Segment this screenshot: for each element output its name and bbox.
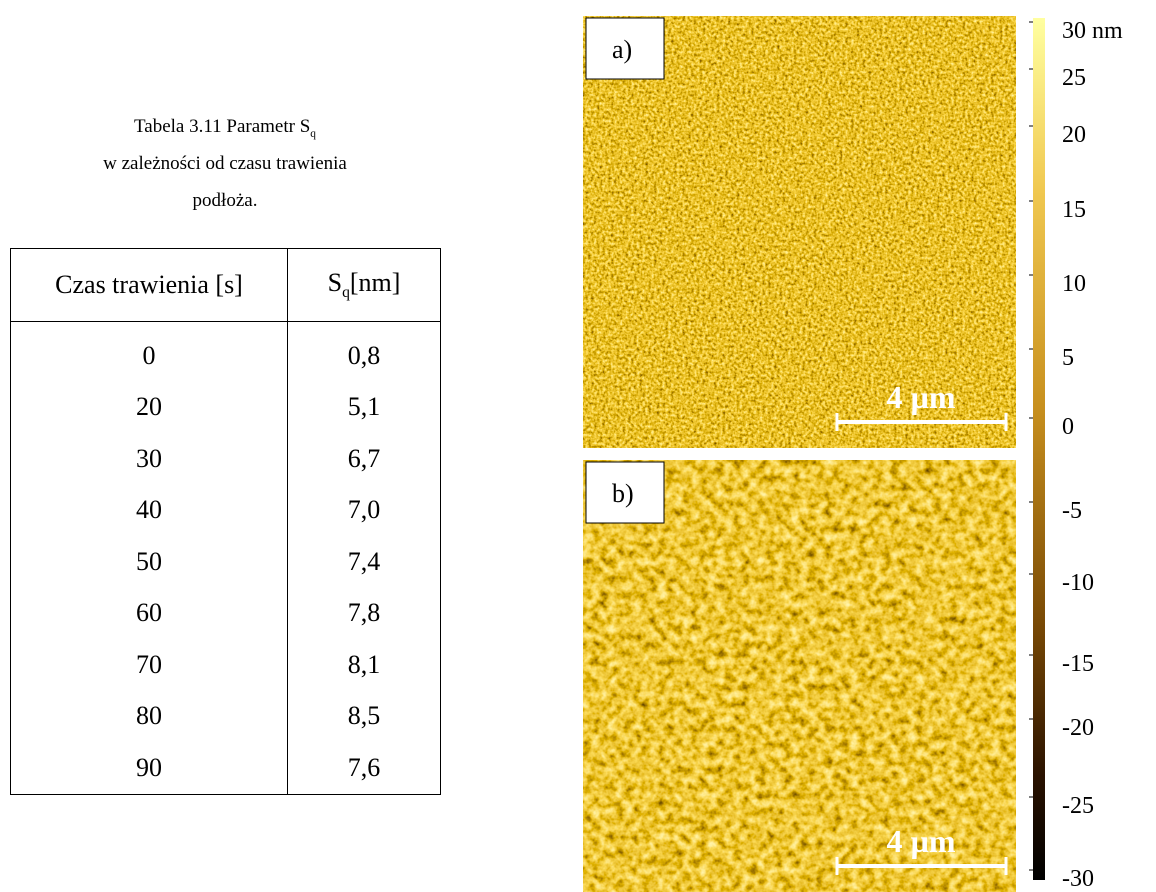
table-row: 40 7,0 <box>10 484 441 536</box>
table-cell: 7,0 <box>287 484 441 536</box>
colorbar-label: 5 <box>1062 345 1074 371</box>
colorbar-label: -25 <box>1062 793 1094 819</box>
colorbar-label: -10 <box>1062 570 1094 596</box>
scale-label: 4 µm <box>886 379 955 415</box>
table-cell: 5,1 <box>287 381 441 433</box>
table-cell: 8,1 <box>287 639 441 691</box>
table-row: 70 8,1 <box>10 639 441 691</box>
caption-line: w zależności od czasu trawienia <box>103 153 347 174</box>
header-cell: Czas trawienia [s] <box>10 248 288 322</box>
colorbar-label: -30 <box>1062 866 1094 892</box>
table-cell: 80 <box>10 690 288 742</box>
afm-image <box>583 16 1016 448</box>
table-cell: 0,8 <box>287 321 441 382</box>
table-row: 90 7,6 <box>10 742 441 795</box>
table-row: 60 7,8 <box>10 587 441 639</box>
table-row: 20 5,1 <box>10 381 441 433</box>
table-row: 0 0,8 <box>10 321 441 382</box>
table-cell: 20 <box>10 381 288 433</box>
table-cell: 70 <box>10 639 288 691</box>
header-cell: Sq[nm] <box>287 248 441 322</box>
label-box <box>585 17 665 80</box>
table-cell: 50 <box>10 536 288 588</box>
caption-text: Tabela 3.11 Parametr S <box>133 116 311 137</box>
table-cell: 0 <box>10 321 288 382</box>
panel-label: a) <box>612 35 632 64</box>
colorbar-label: -15 <box>1062 651 1094 677</box>
table-row: 30 6,7 <box>10 433 441 485</box>
table-cell: 7,4 <box>287 536 441 588</box>
colorbar-label: 20 <box>1062 122 1086 148</box>
caption-line: Tabela 3.11 Parametr Sq <box>10 116 440 140</box>
table-cell: 6,7 <box>287 433 441 485</box>
panel-label: b) <box>612 479 634 508</box>
table-cell: 30 <box>10 433 288 485</box>
table-cell: 7,8 <box>287 587 441 639</box>
data-table: Czas trawienia [s] Sq[nm] 0 0,8 20 5,1 30 6,7… <box>10 248 441 795</box>
colorbar-label: 10 <box>1062 271 1086 297</box>
header-sub: q <box>342 284 350 302</box>
label-box <box>585 461 665 524</box>
header-text: [nm] <box>349 267 401 297</box>
table-cell: 7,6 <box>287 742 441 795</box>
colorbar-label: 30 nm <box>1062 18 1123 44</box>
table-row: 50 7,4 <box>10 536 441 588</box>
colorbar <box>1033 18 1045 880</box>
header-text: S <box>327 267 343 297</box>
table-cell: 8,5 <box>287 690 441 742</box>
colorbar-label: -5 <box>1062 498 1082 524</box>
colorbar-label: 25 <box>1062 65 1086 91</box>
caption-line: podłoża. <box>192 190 258 211</box>
colorbar-label: 0 <box>1062 414 1074 440</box>
table-cell: 40 <box>10 484 288 536</box>
table-row: 80 8,5 <box>10 690 441 742</box>
colorbar-label: 15 <box>1062 197 1086 223</box>
caption-sub: q <box>310 127 316 140</box>
table-cell: 90 <box>10 742 288 795</box>
afm-image <box>583 460 1016 892</box>
colorbar-label: -20 <box>1062 715 1094 741</box>
scale-label: 4 µm <box>886 823 955 859</box>
